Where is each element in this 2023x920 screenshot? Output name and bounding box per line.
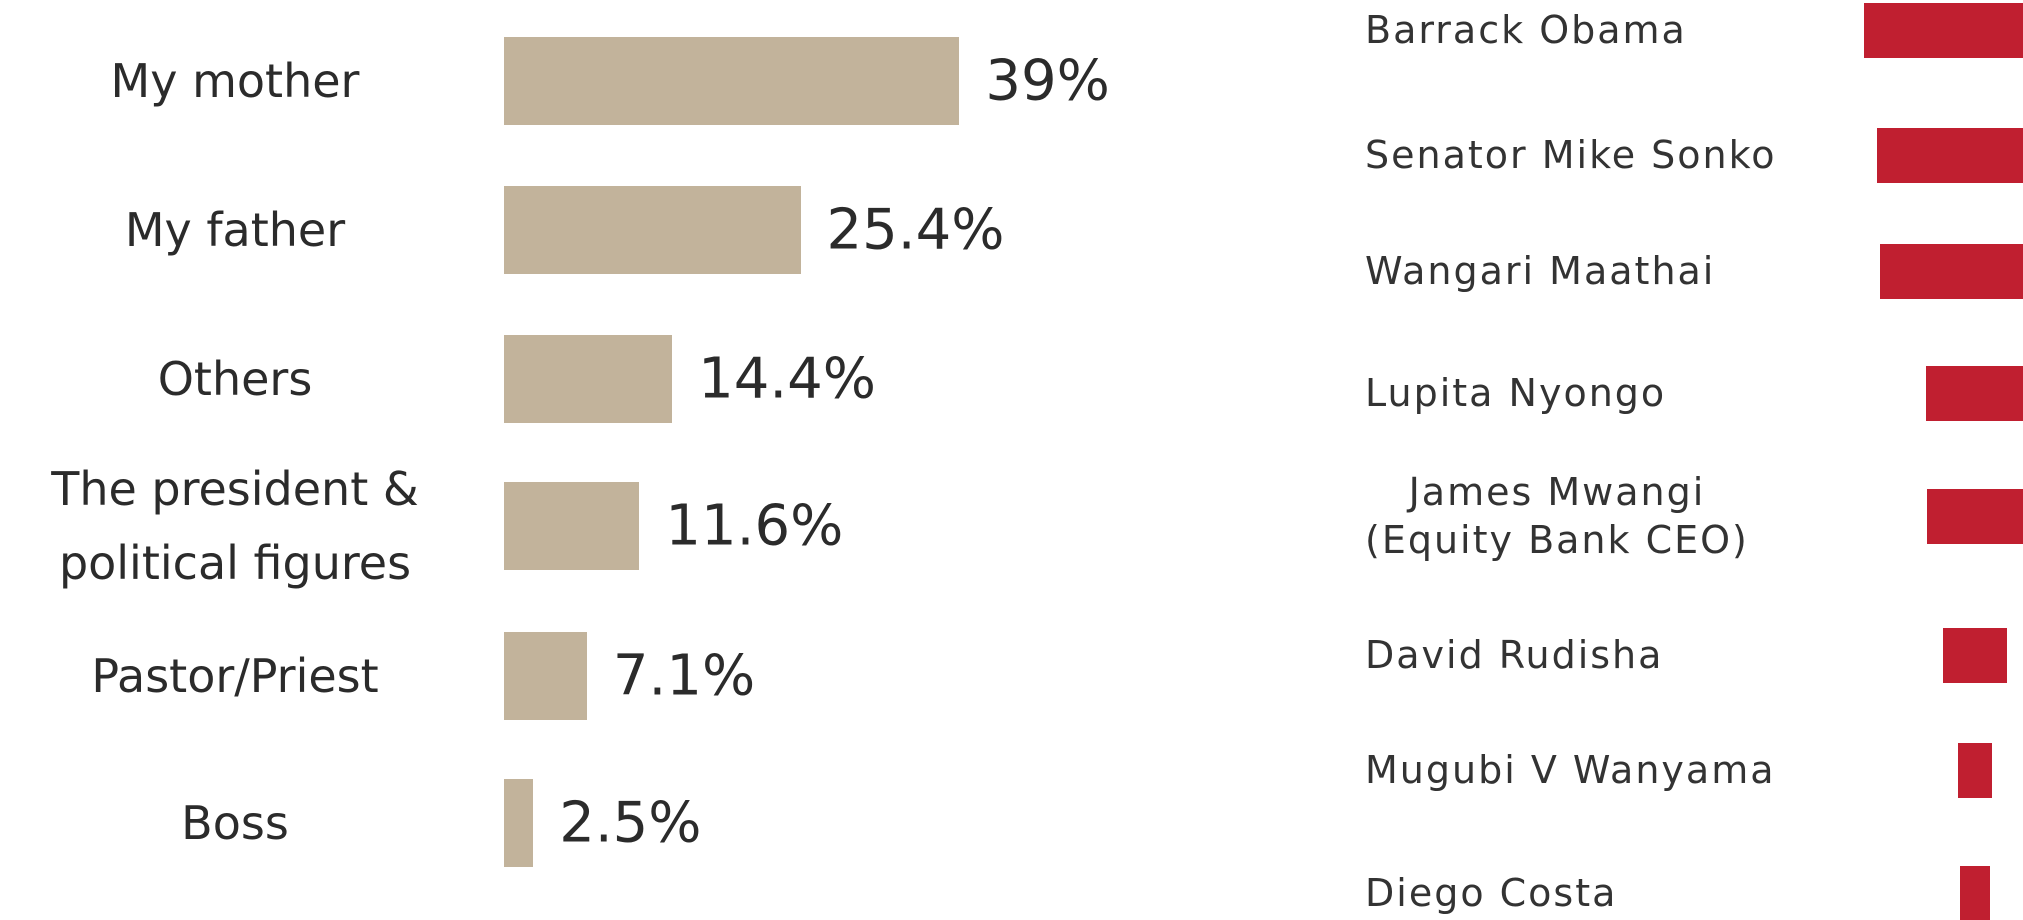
category-label: Senator Mike Sonko bbox=[1365, 133, 1777, 177]
category-label: Diego Costa bbox=[1365, 871, 1618, 915]
bar bbox=[504, 37, 960, 125]
category-label: Others bbox=[157, 352, 313, 406]
bar bbox=[504, 186, 801, 274]
bar bbox=[1959, 865, 1991, 920]
bar bbox=[504, 482, 640, 570]
value-label: 7.1% bbox=[612, 643, 756, 709]
category-label: James Mwangi (Equity Bank CEO) bbox=[1365, 470, 1749, 562]
value-label: 25.4% bbox=[826, 197, 1005, 263]
bar bbox=[1958, 742, 1992, 798]
value-label: 2.5% bbox=[559, 790, 702, 856]
category-label: Pastor/Priest bbox=[91, 649, 379, 703]
value-label: 11.6% bbox=[665, 493, 844, 559]
value-label: 14.4% bbox=[698, 346, 877, 412]
bar bbox=[504, 632, 587, 720]
category-label: Mugubi V Wanyama bbox=[1365, 748, 1776, 792]
category-label: Lupita Nyongo bbox=[1365, 371, 1667, 415]
value-label: 39% bbox=[985, 48, 1110, 114]
category-label: David Rudisha bbox=[1365, 633, 1664, 677]
bar bbox=[1925, 365, 2023, 421]
bar bbox=[504, 779, 534, 867]
bar bbox=[1864, 2, 2023, 58]
bar bbox=[1942, 627, 2008, 683]
bar bbox=[504, 335, 673, 423]
category-label: Boss bbox=[181, 796, 289, 850]
bar bbox=[1876, 127, 2023, 183]
category-label: Wangari Maathai bbox=[1365, 249, 1716, 293]
category-label: The president & political figures bbox=[51, 462, 419, 590]
category-label: My father bbox=[124, 203, 346, 257]
category-label: Barrack Obama bbox=[1365, 8, 1687, 52]
category-label: My mother bbox=[110, 54, 360, 108]
bar bbox=[1879, 243, 2023, 299]
bar bbox=[1927, 488, 2023, 544]
